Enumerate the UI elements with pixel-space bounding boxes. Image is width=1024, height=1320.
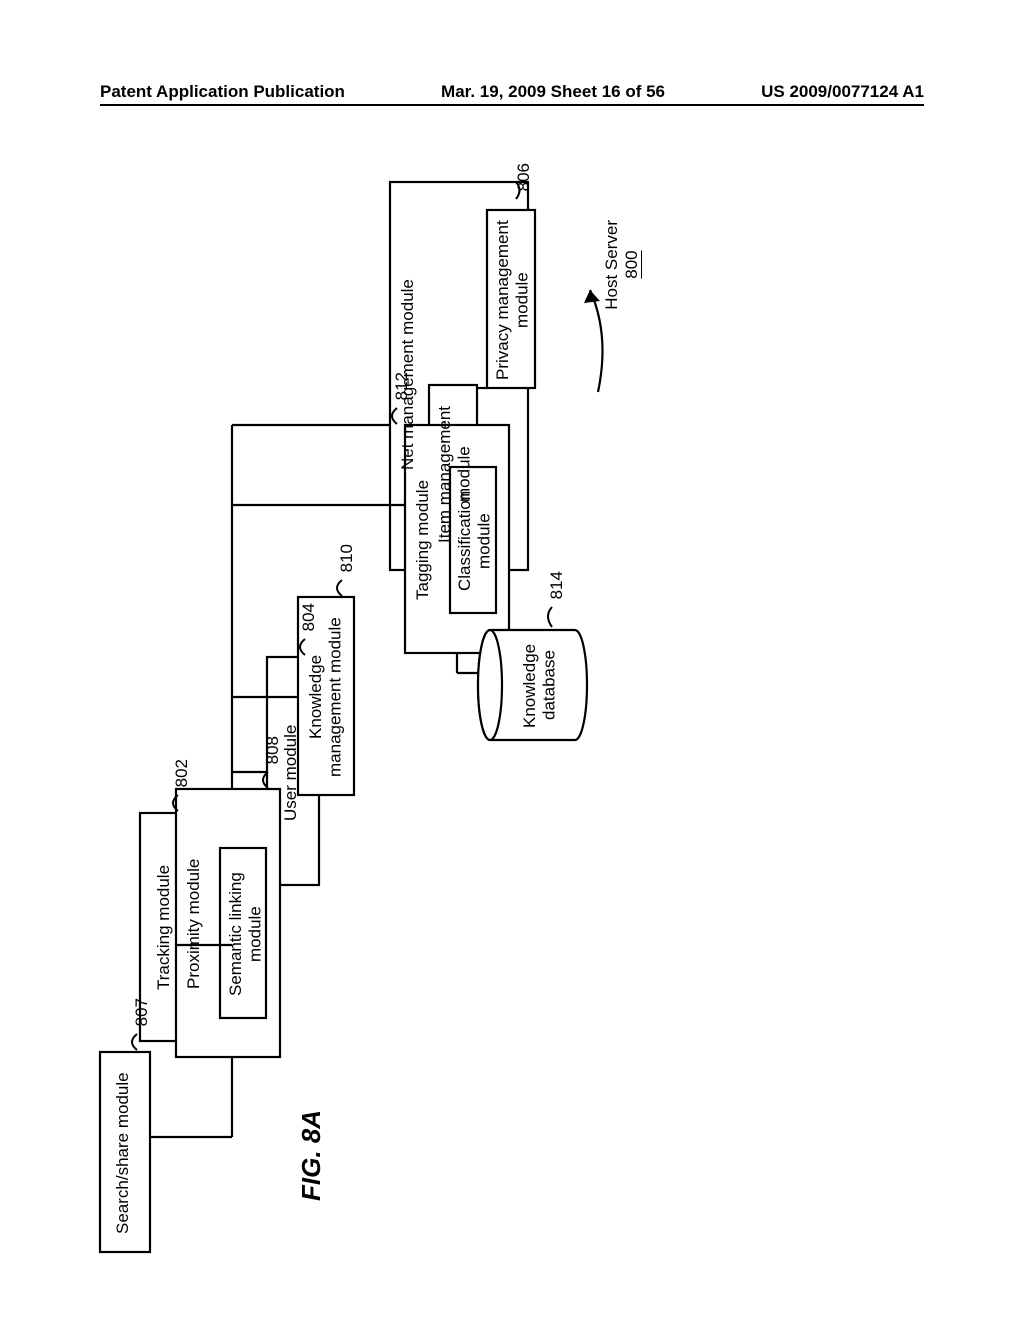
lbl-semantic: Semantic linking module (226, 859, 265, 1009)
r810: 810 (337, 544, 357, 572)
host-ref: 800 (622, 251, 641, 279)
clean-canvas: Patent Application Publication Mar. 19, … (0, 0, 1024, 1320)
r807: 807 (132, 998, 152, 1026)
lbl-classification: Classification module (455, 477, 494, 605)
lbl-tagging: Tagging module (413, 437, 433, 642)
lbl-search: Search/share module (113, 1063, 133, 1243)
r808: 808 (263, 736, 283, 764)
lbl-kmgmt: Knowledge management module (306, 607, 345, 787)
r812: 812 (392, 372, 412, 400)
host-label: Host Server (602, 220, 621, 310)
lbl-privacy: Privacy management module (493, 219, 532, 381)
lbl-user: User module (281, 670, 301, 875)
fig-label: FIG. 8A (296, 1110, 327, 1201)
labels-layer: Tracking module 802 User module 804 Net … (140, 175, 940, 1235)
lbl-kdb: Knowledge database (520, 638, 559, 733)
r806: 806 (514, 163, 534, 191)
r802: 802 (172, 759, 192, 787)
lbl-proximity: Proximity module (184, 800, 204, 1048)
r814: 814 (547, 571, 567, 599)
lbl-tracking: Tracking module (154, 825, 174, 1030)
host-block: Host Server 800 (602, 220, 642, 310)
patent-page-final: Patent Application Publication Mar. 19, … (0, 0, 1024, 1320)
